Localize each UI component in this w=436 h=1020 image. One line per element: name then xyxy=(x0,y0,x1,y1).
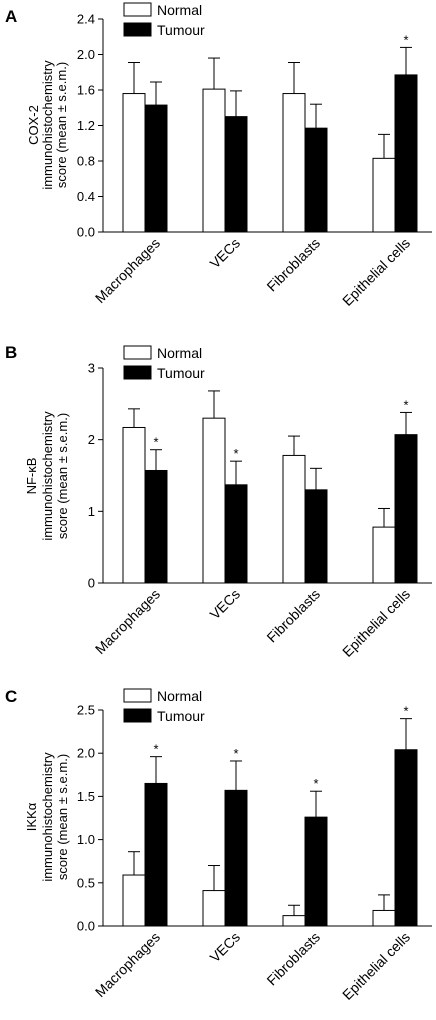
bar-normal xyxy=(202,417,226,584)
legend-swatch-normal xyxy=(123,2,152,17)
significance-star: * xyxy=(403,32,408,47)
y-tick-label: 2.0 xyxy=(77,47,95,62)
y-tick-label: 2.0 xyxy=(77,746,95,761)
chart-panel-c: C IKKα immunohistochemistry score (mean ± s… xyxy=(5,687,432,1003)
x-tick-label: Macrophages xyxy=(92,586,163,657)
bar-tumour xyxy=(304,816,328,927)
legend-swatch-tumour xyxy=(123,365,152,380)
y-axis-label: immunohistochemistry xyxy=(40,60,55,190)
bar-tumour xyxy=(304,489,328,584)
x-tick-label: VECs xyxy=(206,929,243,966)
legend-label-normal: Normal xyxy=(157,2,202,18)
significance-star: * xyxy=(153,742,158,757)
bar-tumour xyxy=(224,789,248,927)
bar-normal xyxy=(122,426,146,584)
legend-label-tumour: Tumour xyxy=(157,365,205,381)
y-axis-label: immunohistochemistry xyxy=(40,411,55,541)
y-tick-label: 0 xyxy=(88,576,95,591)
bar-normal xyxy=(282,93,306,233)
y-tick-label: 1.2 xyxy=(77,118,95,133)
legend-label-normal: Normal xyxy=(157,345,202,361)
significance-star: * xyxy=(403,397,408,412)
bar-tumour xyxy=(144,469,168,584)
bar-normal xyxy=(122,874,146,927)
bar-tumour xyxy=(304,127,328,233)
significance-star: * xyxy=(153,435,158,450)
y-axis-label: score (mean ± s.e.m.) xyxy=(55,754,70,880)
bar-normal xyxy=(122,93,146,233)
panel-letter: C xyxy=(5,687,17,706)
x-tick-label: Fibroblasts xyxy=(263,586,323,646)
y-tick-label: 0.4 xyxy=(77,189,95,204)
legend: Normal Tumour xyxy=(123,2,205,38)
y-axis-label: score (mean ± s.e.m.) xyxy=(55,413,70,539)
bar-normal xyxy=(202,890,226,927)
bar-tumour xyxy=(144,104,168,233)
significance-star: * xyxy=(233,446,238,461)
bar-tumour xyxy=(144,782,168,927)
y-axis-label: score (mean ± s.e.m.) xyxy=(54,62,69,188)
bar-tumour xyxy=(394,74,418,233)
x-tick-label: Epithelial cells xyxy=(339,235,413,309)
legend-swatch-tumour xyxy=(123,708,152,723)
y-axis-label: immunohistochemistry xyxy=(40,752,55,882)
legend: Normal Tumour xyxy=(123,688,205,724)
panel-letter: B xyxy=(5,343,17,362)
bar-normal xyxy=(202,88,226,233)
y-tick-label: 1.0 xyxy=(77,832,95,847)
panel-letter: A xyxy=(5,7,17,26)
y-tick-label: 0.5 xyxy=(77,875,95,890)
bar-tumour xyxy=(224,484,248,584)
y-tick-label: 2 xyxy=(88,432,95,447)
legend-label-tumour: Tumour xyxy=(157,708,205,724)
significance-star: * xyxy=(233,746,238,761)
x-tick-label: VECs xyxy=(206,235,243,272)
legend-swatch-normal xyxy=(123,345,152,360)
y-tick-label: 1.6 xyxy=(77,83,95,98)
y-tick-label: 0.0 xyxy=(77,919,95,934)
bar-normal xyxy=(372,526,396,584)
chart-panel-a: A COX-2 immunohistochemistry score (mean ± … xyxy=(5,2,432,309)
x-tick-label: Macrophages xyxy=(92,929,163,1000)
legend-swatch-normal xyxy=(123,688,152,703)
bar-tumour xyxy=(394,749,418,927)
x-tick-label: Macrophages xyxy=(92,235,163,306)
y-tick-label: 1.5 xyxy=(77,789,95,804)
bar-normal xyxy=(282,454,306,584)
y-tick-label: 2.4 xyxy=(77,12,95,27)
legend: Normal Tumour xyxy=(123,345,205,381)
bar-tumour xyxy=(224,116,248,233)
legend-label-tumour: Tumour xyxy=(157,22,205,38)
bar-normal xyxy=(372,157,396,233)
x-tick-label: Fibroblasts xyxy=(263,235,323,295)
y-axis-label: IKKα xyxy=(24,802,39,831)
y-tick-label: 0.0 xyxy=(77,225,95,240)
y-tick-label: 3 xyxy=(88,361,95,376)
legend-swatch-tumour xyxy=(123,22,152,37)
y-axis-label: COX-2 xyxy=(26,105,41,145)
chart-panel-b: B NF-κB immunohistochemistry score (mean ± … xyxy=(5,343,432,660)
significance-star: * xyxy=(403,704,408,719)
significance-star: * xyxy=(313,776,318,791)
bar-normal xyxy=(372,909,396,927)
y-tick-label: 2.5 xyxy=(77,703,95,718)
bar-normal xyxy=(282,915,306,927)
x-tick-label: Epithelial cells xyxy=(339,586,413,660)
x-tick-label: Fibroblasts xyxy=(263,929,323,989)
legend-label-normal: Normal xyxy=(157,688,202,704)
bar-tumour xyxy=(394,434,418,584)
y-tick-label: 1 xyxy=(88,504,95,519)
x-tick-label: Epithelial cells xyxy=(339,929,413,1003)
y-axis-label: NF-κB xyxy=(24,458,39,495)
x-tick-label: VECs xyxy=(206,586,243,623)
y-tick-label: 0.8 xyxy=(77,154,95,169)
